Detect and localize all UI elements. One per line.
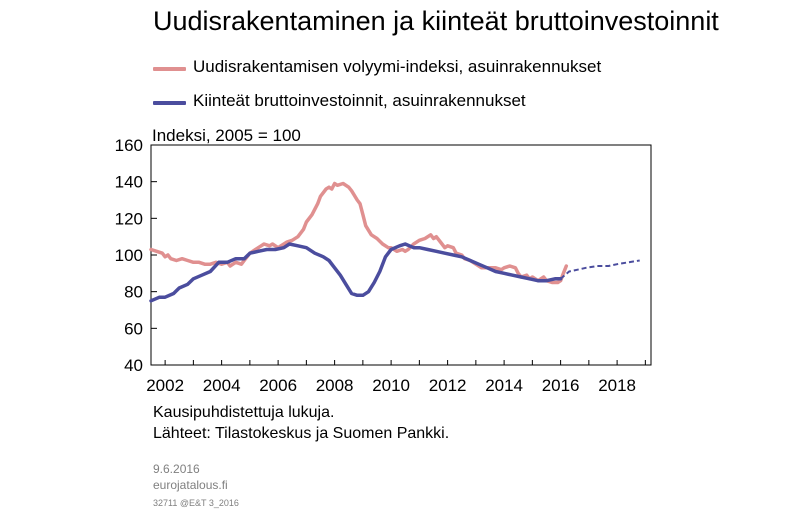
x-tick-label: 2004 xyxy=(203,376,241,395)
x-tick-label: 2010 xyxy=(372,376,410,395)
x-tick-label: 2006 xyxy=(259,376,297,395)
meta-code: 32711 @E&T 3_2016 xyxy=(153,498,239,508)
y-tick-label: 120 xyxy=(115,209,143,228)
plot-frame xyxy=(150,144,652,366)
note-seasonal: Kausipuhdistettuja lukuja. xyxy=(153,404,335,421)
x-tick-label: 2002 xyxy=(146,376,184,395)
chart-title: Uudisrakentaminen ja kiinteät bruttoinve… xyxy=(153,6,719,36)
series-line-2 xyxy=(559,259,640,280)
meta-site: eurojatalous.fi xyxy=(153,478,228,492)
series-lines xyxy=(149,181,640,303)
series-line-1 xyxy=(149,242,563,303)
y-tick-label: 140 xyxy=(115,173,143,192)
x-tick-label: 2008 xyxy=(316,376,354,395)
meta-date: 9.6.2016 xyxy=(153,462,200,476)
legend-swatch-blue xyxy=(153,101,186,105)
y-axis-ticks: 40 60 80 100 120 140 160 xyxy=(115,136,157,375)
legend-swatch-pink xyxy=(153,67,186,71)
y-tick-label: 80 xyxy=(124,283,143,302)
y-tick-label: 100 xyxy=(115,246,143,265)
x-tick-label: 2014 xyxy=(485,376,523,395)
x-tick-label: 2016 xyxy=(542,376,580,395)
x-axis-ticks: 2002 2004 2006 2008 2010 2012 2014 2016 2018 xyxy=(146,360,646,395)
y-axis-label: Indeksi, 2005 = 100 xyxy=(152,126,301,145)
note-sources: Lähteet: Tilastokeskus ja Suomen Pankki. xyxy=(153,425,450,442)
x-tick-label: 2018 xyxy=(598,376,636,395)
y-tick-label: 160 xyxy=(115,136,143,155)
legend-label-fixed-investment: Kiinteät bruttoinvestoinnit, asuinrakenn… xyxy=(193,91,526,110)
y-tick-label: 60 xyxy=(124,319,143,338)
legend-label-volume-index: Uudisrakentamisen volyymi-indeksi, asuin… xyxy=(193,57,602,76)
y-tick-label: 40 xyxy=(124,356,143,375)
x-tick-label: 2012 xyxy=(429,376,467,395)
